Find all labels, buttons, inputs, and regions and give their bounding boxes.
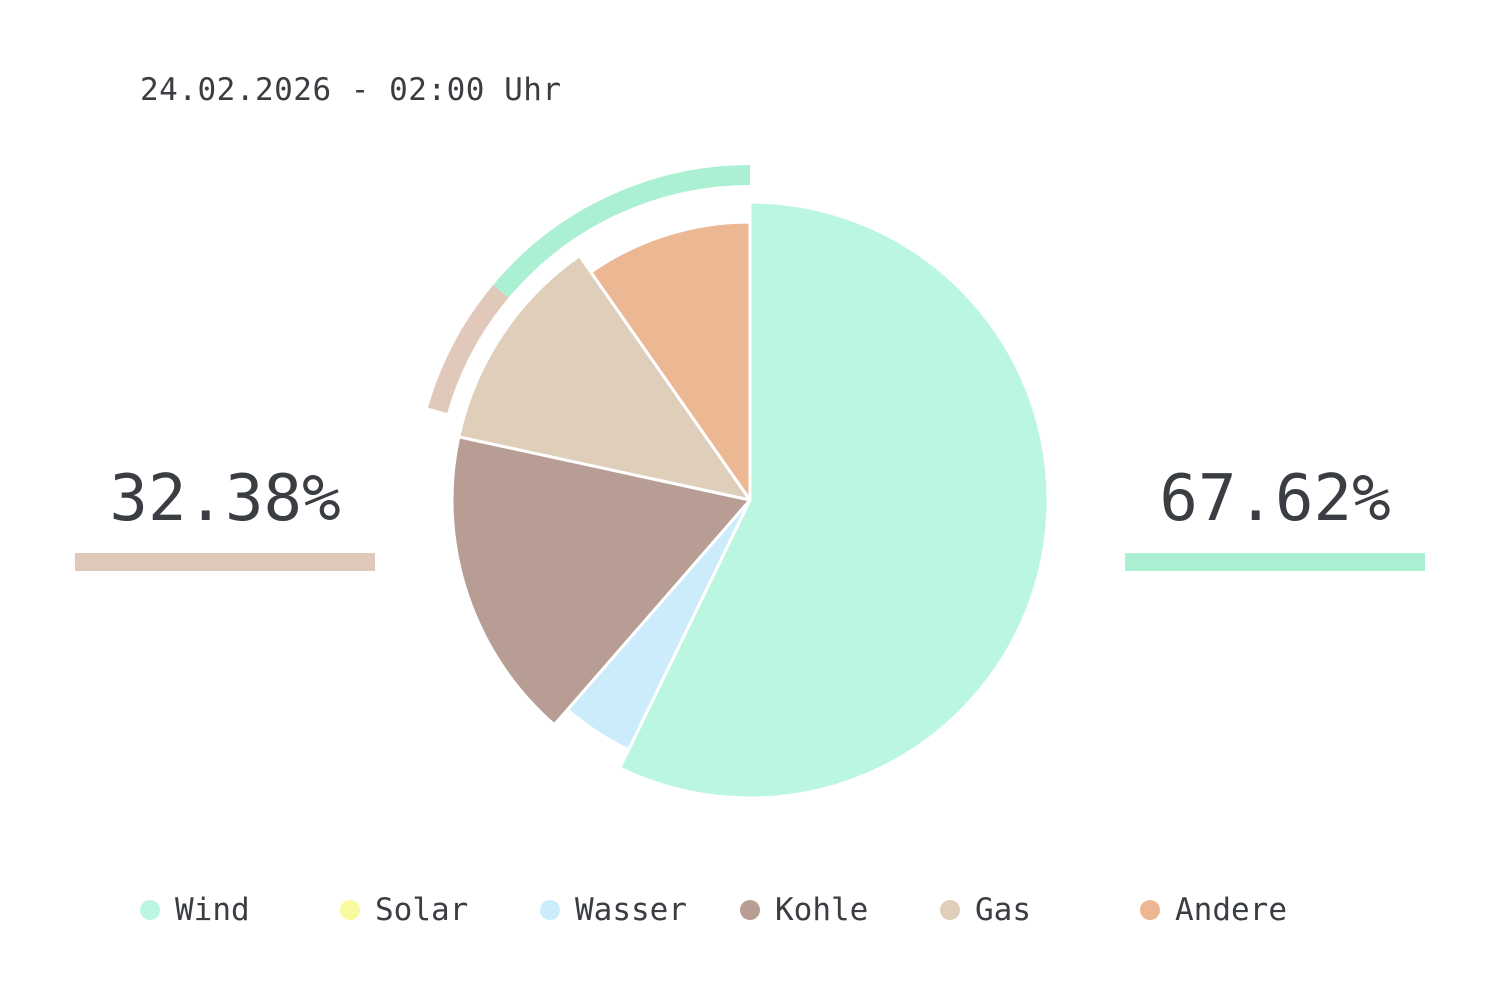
pie-slice-kohle — [450, 435, 752, 727]
legend-item-solar: Solar — [340, 890, 469, 930]
legend-label: Andere — [1175, 892, 1287, 928]
legend-swatch — [1140, 900, 1160, 920]
legend-item-andere: Andere — [1140, 890, 1287, 930]
legend-swatch — [540, 900, 560, 920]
pie-slice-gas — [457, 254, 752, 502]
non-renewable-share-bar — [75, 553, 375, 571]
non-renewable-share-value: 32.38% — [109, 462, 341, 536]
legend-swatch — [340, 900, 360, 920]
pie-slice-andere — [589, 220, 752, 502]
pie-slice-wind — [618, 200, 1050, 800]
outer-ring-segment-non-renewable — [427, 284, 509, 414]
legend-item-gas: Gas — [940, 890, 1031, 930]
legend-swatch — [740, 900, 760, 920]
legend-label: Wind — [175, 892, 250, 928]
legend-label: Gas — [975, 892, 1031, 928]
outer-ring — [427, 165, 751, 414]
legend-item-wasser: Wasser — [540, 890, 687, 930]
pie-slices — [450, 200, 1050, 800]
legend-item-wind: Wind — [140, 890, 250, 930]
legend-label: Wasser — [575, 892, 687, 928]
timestamp: 24.02.2026 - 02:00 Uhr — [140, 72, 562, 108]
legend-label: Kohle — [775, 892, 869, 928]
renewable-share-value: 67.62% — [1159, 462, 1391, 536]
legend-label: Solar — [375, 892, 469, 928]
renewable-share-bar — [1125, 553, 1425, 571]
legend-swatch — [140, 900, 160, 920]
legend-item-kohle: Kohle — [740, 890, 869, 930]
outer-ring-segment-renewable — [493, 165, 751, 298]
legend: Wind Solar Wasser Kohle Gas Andere — [0, 890, 1500, 930]
legend-swatch — [940, 900, 960, 920]
